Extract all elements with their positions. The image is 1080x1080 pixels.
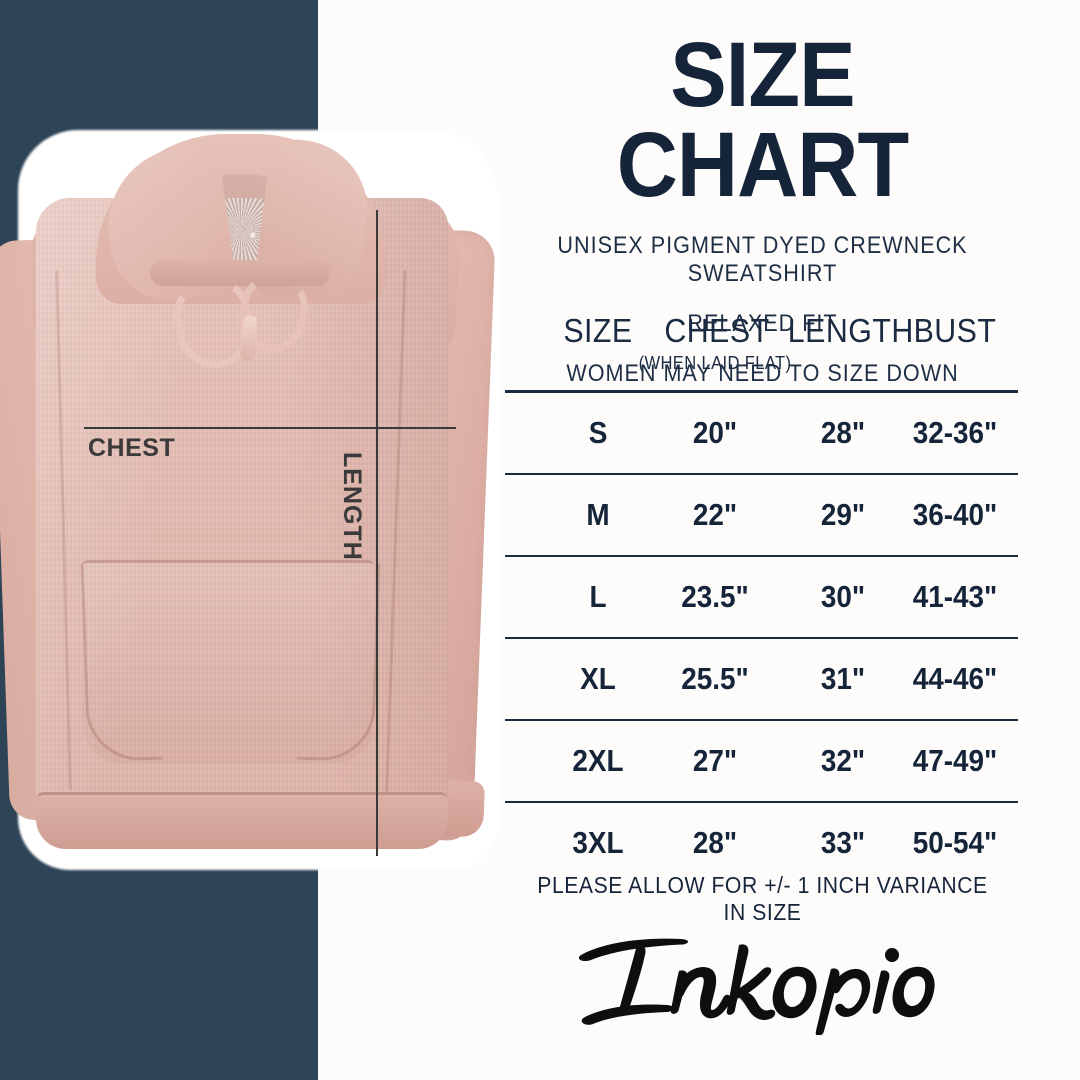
cell-size: 2XL — [572, 743, 624, 778]
cell-chest: 28" — [692, 825, 738, 860]
cell-chest: 23.5" — [681, 579, 749, 614]
column-header-length: LENGTH — [787, 312, 914, 349]
cell-length: 32" — [820, 743, 866, 778]
info-column: SIZE CHART UNISEX PIGMENT DYED CREWNECK … — [505, 0, 1020, 1080]
bottom-hem — [36, 792, 448, 849]
table-row: 3XL 28" 33" 50-54" — [505, 803, 1020, 883]
cell-length: 28" — [820, 415, 866, 450]
chest-measure-note: (WHEN LAID FLAT) — [638, 353, 792, 373]
brand-logo — [505, 925, 1020, 1045]
column-header-chest: CHEST — [664, 312, 770, 349]
cell-chest: 22" — [692, 497, 738, 532]
cell-chest: 20" — [692, 415, 738, 450]
pocket-right-opening — [296, 560, 381, 763]
chest-measure-label: CHEST — [88, 434, 176, 462]
table-row: XL 25.5" 31" 44-46" — [505, 639, 1020, 719]
table-row-divider — [505, 637, 1018, 639]
cell-size: XL — [580, 661, 616, 696]
fit-subtitle: RELAXED FIT — [687, 310, 838, 338]
cell-length: 30" — [820, 579, 866, 614]
variance-note: PLEASE ALLOW FOR +/- 1 INCH VARIANCE IN … — [537, 872, 988, 925]
column-header-size: SIZE — [563, 312, 633, 349]
product-subtitle: UNISEX PIGMENT DYED CREWNECK SWEATSHIRT — [557, 232, 968, 288]
page-title: SIZE CHART — [616, 24, 910, 217]
table-row: L 23.5" 30" 41-43" — [505, 557, 1020, 637]
size-table: SIZE CHEST LENGTH BUST (WHEN LAID FLAT) … — [505, 312, 1020, 883]
sizing-advice: WOMEN MAY NEED TO SIZE DOWN — [566, 360, 959, 388]
cell-size: M — [586, 497, 610, 532]
column-header-bust: BUST — [913, 312, 997, 349]
cell-size: S — [588, 415, 608, 450]
cell-size: 3XL — [572, 825, 624, 860]
cell-bust: 36-40" — [912, 497, 998, 532]
table-row-divider — [505, 801, 1018, 803]
table-row-divider — [505, 473, 1018, 475]
table-header-row: SIZE CHEST LENGTH BUST (WHEN LAID FLAT) — [505, 312, 1020, 390]
chest-measure-line — [84, 427, 456, 429]
table-row: S 20" 28" 32-36" — [505, 393, 1020, 473]
cell-bust: 41-43" — [912, 579, 998, 614]
cell-length: 29" — [820, 497, 866, 532]
cell-bust: 47-49" — [912, 743, 998, 778]
kangaroo-pocket — [82, 560, 374, 763]
table-row-divider — [505, 555, 1018, 557]
garment-photo — [0, 120, 520, 880]
cell-chest: 27" — [692, 743, 738, 778]
table-header-divider — [505, 390, 1018, 393]
cell-chest: 25.5" — [681, 661, 749, 696]
cell-bust: 44-46" — [912, 661, 998, 696]
cell-bust: 50-54" — [912, 825, 998, 860]
cell-bust: 32-36" — [912, 415, 998, 450]
table-row: 2XL 27" 32" 47-49" — [505, 721, 1020, 801]
length-measure-label: LENGTH — [338, 452, 366, 561]
cell-size: L — [589, 579, 607, 614]
table-row: M 22" 29" 36-40" — [505, 475, 1020, 555]
pocket-left-opening — [80, 560, 163, 763]
length-measure-line — [376, 210, 378, 856]
cell-length: 31" — [820, 661, 866, 696]
neck-band — [150, 260, 330, 286]
inkopious-wordmark-icon — [578, 938, 935, 1035]
table-row-divider — [505, 719, 1018, 721]
cell-length: 33" — [820, 825, 866, 860]
